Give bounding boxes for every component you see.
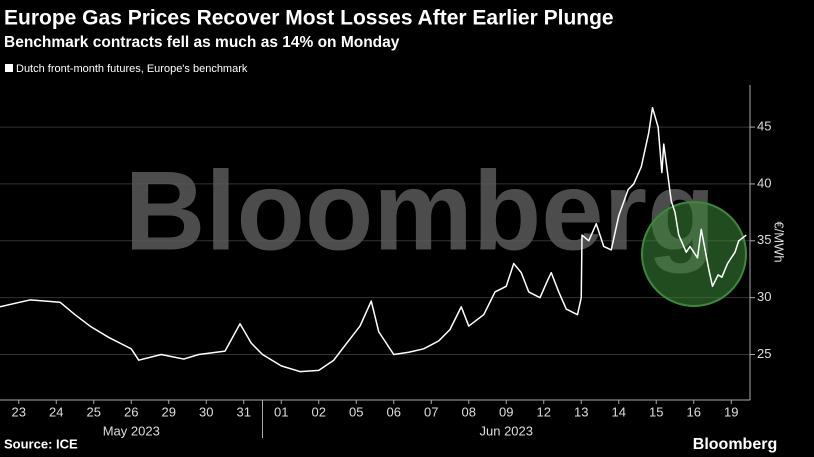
x-tick-label: 19	[724, 404, 738, 419]
x-tick-label: 16	[687, 404, 701, 419]
price-line	[0, 106, 747, 373]
x-tick-label: 02	[312, 404, 326, 419]
x-tick-label: 24	[49, 404, 63, 419]
x-tick-label: 30	[199, 404, 213, 419]
y-tick-label: 45	[757, 119, 771, 134]
x-tick-label: 23	[12, 404, 26, 419]
legend-swatch	[5, 64, 13, 72]
y-tick-label: 30	[757, 289, 771, 304]
x-tick-label: 13	[574, 404, 588, 419]
y-tick-label: 35	[757, 232, 771, 247]
y-tick-label: 40	[757, 175, 771, 190]
x-tick-label: 05	[349, 404, 363, 419]
month-label: Jun 2023	[480, 423, 534, 438]
x-tick-label: 12	[537, 404, 551, 419]
source: Source: ICE	[4, 436, 78, 451]
x-tick-label: 06	[387, 404, 401, 419]
x-tick-label: 09	[499, 404, 513, 419]
logo: Bloomberg	[693, 436, 777, 453]
legend-label: Dutch front-month futures, Europe's benc…	[16, 63, 248, 75]
x-tick-label: 25	[87, 404, 101, 419]
x-tick-label: 29	[162, 404, 176, 419]
x-tick-label: 14	[612, 404, 626, 419]
x-tick-label: 08	[462, 404, 476, 419]
x-tick-label: 07	[424, 404, 438, 419]
x-tick-label: 31	[237, 404, 251, 419]
x-tick-label: 15	[649, 404, 663, 419]
y-axis-label: €/MWh	[772, 221, 787, 262]
x-tick-label: 01	[274, 404, 288, 419]
y-tick-label: 25	[757, 346, 771, 361]
month-label: May 2023	[103, 423, 160, 438]
x-tick-label: 26	[124, 404, 138, 419]
chart-subtitle: Benchmark contracts fell as much as 14% …	[4, 34, 400, 51]
watermark: Bloomberg	[124, 149, 715, 274]
chart-title: Europe Gas Prices Recover Most Losses Af…	[4, 7, 614, 30]
highlight-circle	[641, 201, 747, 307]
